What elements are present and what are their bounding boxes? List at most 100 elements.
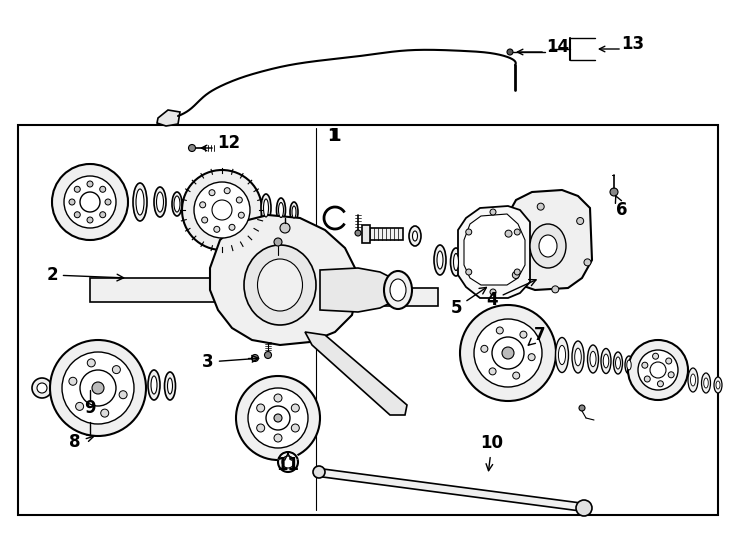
Ellipse shape	[590, 352, 596, 367]
Ellipse shape	[437, 251, 443, 269]
Polygon shape	[305, 332, 407, 415]
Bar	[358, 288, 438, 306]
Text: 2: 2	[46, 266, 123, 284]
Circle shape	[274, 238, 282, 246]
Circle shape	[101, 409, 109, 417]
Bar	[90, 278, 220, 302]
Ellipse shape	[688, 368, 698, 392]
Ellipse shape	[716, 381, 720, 389]
Circle shape	[76, 402, 84, 410]
Polygon shape	[210, 215, 358, 345]
Circle shape	[481, 346, 488, 352]
Circle shape	[182, 170, 262, 250]
Polygon shape	[320, 268, 400, 312]
Text: 5: 5	[450, 287, 487, 317]
Ellipse shape	[601, 348, 611, 374]
Circle shape	[202, 217, 208, 223]
Ellipse shape	[714, 377, 722, 393]
Ellipse shape	[133, 183, 147, 221]
Circle shape	[274, 414, 282, 422]
Ellipse shape	[290, 202, 298, 222]
Ellipse shape	[603, 354, 608, 368]
Circle shape	[200, 202, 206, 208]
Circle shape	[489, 368, 496, 375]
Circle shape	[252, 354, 258, 361]
Circle shape	[119, 391, 127, 399]
Ellipse shape	[625, 356, 633, 374]
Ellipse shape	[154, 187, 166, 217]
Circle shape	[52, 164, 128, 240]
Ellipse shape	[559, 346, 566, 365]
Circle shape	[278, 452, 298, 472]
Circle shape	[496, 327, 504, 334]
Circle shape	[515, 229, 520, 235]
Circle shape	[87, 181, 93, 187]
Circle shape	[112, 366, 120, 374]
Circle shape	[668, 372, 674, 378]
Circle shape	[490, 289, 496, 295]
Circle shape	[236, 197, 242, 203]
Bar	[18, 125, 718, 515]
Ellipse shape	[587, 345, 598, 373]
Polygon shape	[458, 206, 530, 298]
Ellipse shape	[409, 226, 421, 246]
Circle shape	[515, 269, 520, 275]
Ellipse shape	[691, 374, 696, 386]
Circle shape	[584, 259, 591, 266]
Ellipse shape	[572, 341, 584, 373]
Circle shape	[642, 362, 648, 368]
Text: 9: 9	[84, 399, 96, 417]
Circle shape	[490, 209, 496, 215]
Circle shape	[466, 269, 472, 275]
Circle shape	[257, 404, 265, 412]
Circle shape	[74, 212, 80, 218]
Circle shape	[69, 377, 77, 385]
Ellipse shape	[174, 196, 180, 212]
Polygon shape	[506, 190, 592, 290]
Circle shape	[576, 500, 592, 516]
Circle shape	[264, 352, 272, 359]
Circle shape	[32, 378, 52, 398]
Circle shape	[460, 305, 556, 401]
Circle shape	[653, 353, 658, 359]
Text: 3: 3	[202, 353, 258, 371]
Ellipse shape	[244, 245, 316, 325]
Circle shape	[505, 230, 512, 237]
Ellipse shape	[384, 271, 412, 309]
Text: 11: 11	[277, 453, 299, 474]
Circle shape	[658, 381, 664, 387]
Circle shape	[69, 199, 75, 205]
Circle shape	[280, 223, 290, 233]
Circle shape	[577, 218, 584, 225]
Circle shape	[87, 217, 93, 223]
Circle shape	[512, 272, 520, 279]
Ellipse shape	[164, 372, 175, 400]
Ellipse shape	[261, 194, 271, 222]
Polygon shape	[157, 110, 180, 126]
Circle shape	[638, 350, 678, 390]
Circle shape	[628, 340, 688, 400]
Circle shape	[666, 358, 672, 364]
Circle shape	[528, 354, 535, 361]
Text: 4: 4	[486, 280, 536, 309]
Ellipse shape	[167, 378, 172, 394]
Circle shape	[80, 192, 100, 212]
Circle shape	[212, 200, 232, 220]
Ellipse shape	[465, 253, 475, 277]
Circle shape	[492, 337, 524, 369]
Ellipse shape	[292, 206, 296, 218]
Ellipse shape	[704, 378, 708, 388]
Circle shape	[209, 190, 215, 195]
Ellipse shape	[434, 245, 446, 275]
Circle shape	[274, 394, 282, 402]
Circle shape	[80, 370, 116, 406]
Circle shape	[650, 362, 666, 378]
Circle shape	[248, 388, 308, 448]
Circle shape	[100, 186, 106, 192]
Text: 1: 1	[330, 127, 341, 145]
Circle shape	[610, 188, 618, 196]
Ellipse shape	[627, 360, 631, 370]
Circle shape	[502, 347, 514, 359]
Circle shape	[513, 372, 520, 379]
Circle shape	[507, 49, 513, 55]
